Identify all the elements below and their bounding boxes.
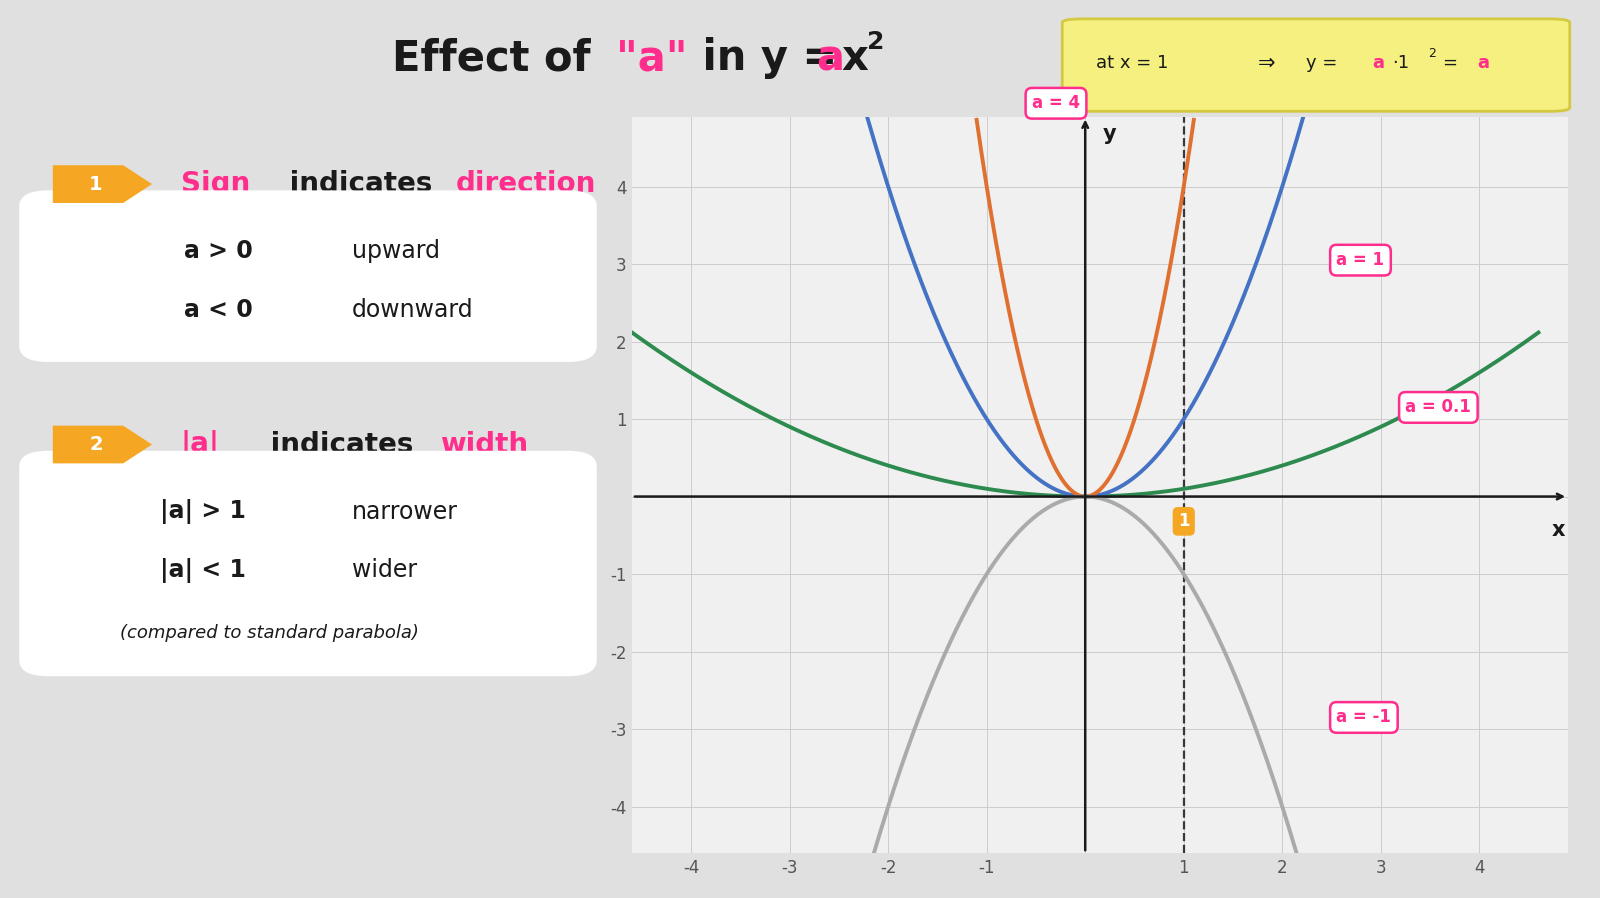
Text: width: width (440, 430, 528, 459)
Text: upward: upward (352, 240, 440, 263)
Text: x: x (1552, 520, 1565, 540)
Text: 1: 1 (90, 174, 102, 194)
Text: indicates: indicates (280, 170, 442, 198)
Text: ·1: ·1 (1392, 54, 1408, 72)
Text: (compared to standard parabola): (compared to standard parabola) (120, 624, 419, 642)
Text: downward: downward (352, 298, 474, 321)
Text: y: y (1102, 125, 1117, 145)
Text: a = 4: a = 4 (1032, 94, 1080, 112)
Text: a = -1: a = -1 (1336, 709, 1392, 726)
Text: direction: direction (456, 170, 597, 198)
Text: wider: wider (352, 559, 418, 582)
Text: a: a (1373, 54, 1384, 72)
Text: Sign: Sign (181, 170, 250, 198)
FancyBboxPatch shape (1062, 19, 1570, 111)
Text: a: a (1477, 54, 1490, 72)
Text: a > 0: a > 0 (184, 240, 253, 263)
Text: |a|: |a| (181, 430, 219, 459)
Text: 2: 2 (1429, 48, 1437, 60)
Text: a = 0.1: a = 0.1 (1405, 399, 1472, 417)
Text: |a| > 1: |a| > 1 (160, 499, 246, 524)
Text: x: x (842, 38, 869, 79)
Text: ⇒: ⇒ (1258, 53, 1275, 74)
Text: 1: 1 (1178, 513, 1189, 531)
Text: =: = (1443, 54, 1464, 72)
Text: at x = 1: at x = 1 (1096, 54, 1168, 72)
Text: 2: 2 (90, 435, 102, 454)
Text: Effect of: Effect of (392, 38, 605, 79)
Text: a = 1: a = 1 (1336, 251, 1384, 269)
Text: a: a (816, 38, 845, 79)
Text: y =: y = (1306, 54, 1344, 72)
Text: a < 0: a < 0 (184, 298, 253, 321)
Text: indicates: indicates (261, 430, 422, 459)
Text: in y =: in y = (688, 38, 851, 79)
Text: |a| < 1: |a| < 1 (160, 558, 246, 583)
Text: narrower: narrower (352, 500, 458, 524)
Text: "a": "a" (616, 38, 688, 79)
Text: 2: 2 (867, 31, 885, 54)
